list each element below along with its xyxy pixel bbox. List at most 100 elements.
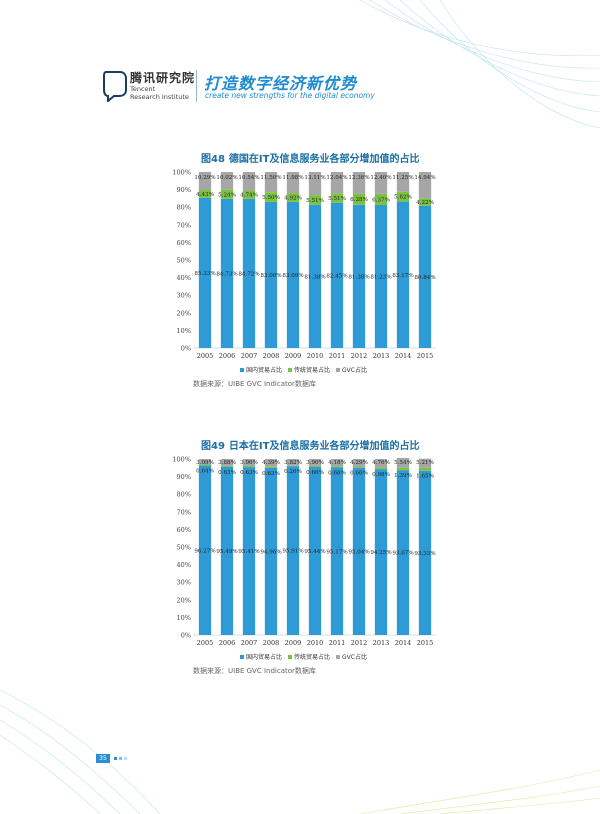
data-label: 80.84% [414,275,435,281]
data-label: 85.33% [194,271,215,277]
data-label: 81.38% [304,274,325,280]
y-tick-label: 100% [172,169,191,177]
bar-segment [264,459,278,467]
legend-label: 传统贸易占比 [294,366,330,374]
figure-label: 图48 [201,154,225,165]
y-tick-label: 90% [177,473,191,481]
bar-segment [286,459,300,466]
bar-segment [242,467,256,635]
data-label: 1.39% [394,473,412,479]
x-tick-label: 2010 [307,352,324,360]
brand-name-en-line1: Tencent [130,85,156,93]
bar-segment [374,172,388,194]
bar-segment [264,201,278,348]
legend-swatch [240,655,244,659]
bar-segment [242,198,256,348]
legend-swatch [240,368,244,372]
data-label: 84.73% [216,271,237,277]
data-label: 10.54% [238,175,259,181]
bar-segment [418,205,432,348]
data-label: 4.29% [350,460,368,466]
bar-segment [286,172,300,194]
chart-source: 数据来源：UIBE GVC Indicator数据库 [193,380,316,388]
data-label: 0.98% [372,472,390,478]
data-label: 0.66% [306,470,324,476]
x-tick-label: 2015 [417,352,434,360]
bar-segment [308,204,322,348]
page-header: 腾讯研究院 Tencent Research Institute 打造数字经济新… [102,68,402,108]
bar-segment [308,195,322,205]
y-tick-label: 0% [181,632,191,640]
slogan-en: create new strengths for the digital eco… [205,91,375,100]
bar-segment [418,467,432,471]
bar-segment [352,459,366,467]
data-label: 4.74% [240,193,258,199]
legend-swatch [336,368,340,372]
data-label: 94.25% [370,550,391,556]
bar-segment [374,205,388,348]
data-label: 82.45% [326,273,347,279]
data-label: 0.66% [328,471,346,477]
figure-title-text: 日本在IT及信息服务业各部分增加值的占比 [228,441,420,452]
x-tick-label: 2009 [285,639,302,647]
x-tick-label: 2015 [417,639,434,647]
bar-segment [418,458,432,468]
data-label: 3.82% [284,460,302,466]
y-tick-label: 60% [177,239,191,247]
y-tick-label: 50% [177,544,191,552]
data-label: 81.23% [370,275,391,281]
data-label: 95.41% [238,549,259,555]
bar-segment [308,465,322,468]
bar-segment [396,171,410,192]
bar-segment [242,172,256,191]
legend-swatch [288,368,292,372]
data-label: 83.09% [282,273,303,279]
x-tick-label: 2005 [197,352,214,360]
bar-segment [352,467,366,635]
bar-segment [286,193,300,202]
data-label: 94.96% [260,549,281,555]
data-label: 11.50% [260,175,281,181]
bar-segment [330,202,344,348]
bar-segment [264,466,278,468]
y-tick-label: 40% [177,274,191,282]
data-label: 10.29% [194,175,215,181]
bar-segment [198,459,212,465]
legend-label: GVC占比 [342,366,367,374]
figure-title-text: 德国在IT及信息服务业各部分增加值的占比 [228,154,420,165]
bar-segment [242,190,256,199]
data-label: 6.37% [372,197,390,203]
data-label: 11.98% [282,175,303,181]
x-tick-label: 2006 [219,352,236,360]
data-label: 5.21% [416,460,434,466]
bar-segment [308,459,322,466]
data-label: 11.25% [392,175,413,181]
bar-segment [220,459,234,466]
bar-segment [330,467,344,635]
legend-label: GVC占比 [342,653,367,661]
data-label: 0.26% [284,469,302,475]
y-tick-label: 60% [177,526,191,534]
bar-segment [352,193,366,205]
bar-segment [220,465,234,467]
data-label: 4.76% [372,460,390,466]
x-tick-label: 2006 [219,639,236,647]
data-label: 95.91% [282,549,303,555]
data-label: 4.43% [196,192,214,198]
bar-segment [352,171,366,194]
bar-segment [286,466,300,635]
data-label: 4.22% [416,200,434,206]
data-label: 93.33% [414,551,435,557]
y-tick-label: 0% [181,345,191,353]
bar-segment [308,467,322,635]
x-tick-label: 2013 [373,639,390,647]
header-divider [196,70,197,102]
bar-segment [396,467,410,471]
x-tick-label: 2005 [197,639,214,647]
x-tick-label: 2008 [263,352,280,360]
bar-segment [220,172,234,190]
y-tick-label: 40% [177,561,191,569]
x-tick-label: 2013 [373,352,390,360]
bar-segment [264,172,278,193]
